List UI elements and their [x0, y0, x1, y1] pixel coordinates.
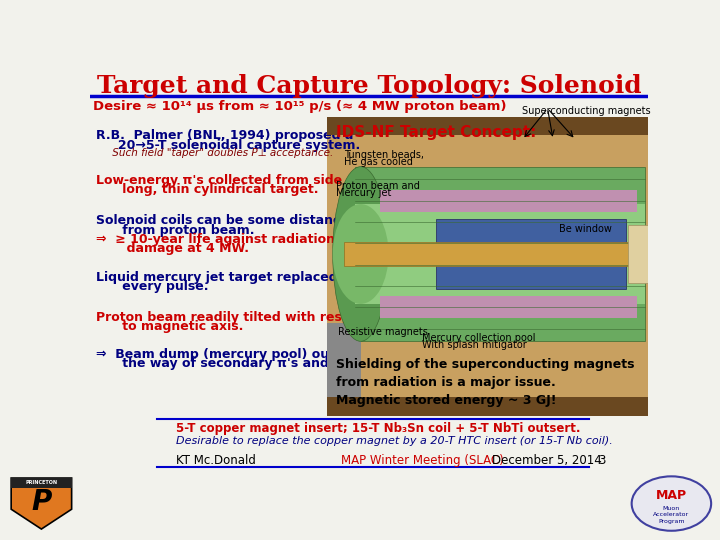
- Bar: [12, 478, 72, 488]
- FancyBboxPatch shape: [629, 225, 651, 283]
- Text: KT Mc.Donald: KT Mc.Donald: [176, 454, 256, 467]
- Ellipse shape: [333, 167, 389, 341]
- FancyBboxPatch shape: [344, 241, 645, 266]
- Text: ⇒  Beam dump (mercury pool) out of: ⇒ Beam dump (mercury pool) out of: [96, 348, 353, 361]
- Text: Such field "taper" doubles P⊥ acceptance.: Such field "taper" doubles P⊥ acceptance…: [96, 148, 333, 158]
- Text: Low-energy π's collected from side of: Low-energy π's collected from side of: [96, 174, 360, 187]
- Text: With splash mitigator: With splash mitigator: [422, 340, 527, 350]
- Bar: [327, 117, 651, 136]
- Circle shape: [631, 476, 711, 531]
- Text: MAP: MAP: [656, 489, 687, 502]
- FancyBboxPatch shape: [380, 295, 637, 319]
- Text: Mercury collection pool: Mercury collection pool: [422, 333, 536, 343]
- Ellipse shape: [333, 204, 389, 304]
- Text: every pulse.: every pulse.: [96, 280, 208, 293]
- Text: Be window: Be window: [559, 224, 612, 234]
- FancyBboxPatch shape: [436, 219, 626, 289]
- Text: the way of secondary π's and μ's.: the way of secondary π's and μ's.: [96, 357, 358, 370]
- Text: P: P: [31, 488, 52, 516]
- Text: IDS-NF Target Concept:: IDS-NF Target Concept:: [336, 125, 536, 140]
- Text: Superconducting magnets: Superconducting magnets: [523, 106, 651, 117]
- Text: Desire ≈ 10¹⁴ μs from ≈ 10¹⁵ p/s (≈ 4 MW proton beam): Desire ≈ 10¹⁴ μs from ≈ 10¹⁵ p/s (≈ 4 MW…: [93, 100, 506, 113]
- Text: December 5, 2014: December 5, 2014: [492, 454, 601, 467]
- Text: 3: 3: [598, 454, 605, 467]
- Text: R.B.  Palmer (BNL, 1994) proposed a: R.B. Palmer (BNL, 1994) proposed a: [96, 129, 353, 142]
- Text: He gas cooled: He gas cooled: [344, 157, 413, 167]
- Text: MAP Winter Meeting (SLAC): MAP Winter Meeting (SLAC): [341, 454, 504, 467]
- Text: Muon: Muon: [663, 505, 680, 511]
- Text: to magnetic axis.: to magnetic axis.: [96, 320, 243, 333]
- Text: from proton beam.: from proton beam.: [96, 224, 254, 237]
- FancyBboxPatch shape: [355, 167, 645, 341]
- Text: Solenoid coils can be some distance: Solenoid coils can be some distance: [96, 214, 348, 227]
- Bar: [327, 117, 651, 416]
- Text: Liquid mercury jet target replaced: Liquid mercury jet target replaced: [96, 271, 337, 284]
- Polygon shape: [12, 478, 72, 529]
- Text: PRINCETON: PRINCETON: [25, 480, 58, 485]
- Text: 20→5-T solenoidal capture system.: 20→5-T solenoidal capture system.: [96, 139, 360, 152]
- Text: 5-T copper magnet insert; 15-T Nb₃Sn coil + 5-T NbTi outsert.: 5-T copper magnet insert; 15-T Nb₃Sn coi…: [176, 422, 581, 435]
- Text: Program: Program: [658, 519, 685, 524]
- Text: Tungsten beads,: Tungsten beads,: [344, 150, 424, 160]
- FancyBboxPatch shape: [327, 322, 361, 397]
- Text: long, thin cylindrical target.: long, thin cylindrical target.: [96, 183, 318, 196]
- Text: Proton beam and: Proton beam and: [336, 181, 419, 191]
- Text: Mercury jet: Mercury jet: [336, 188, 391, 198]
- FancyBboxPatch shape: [380, 190, 637, 212]
- Text: Accelerator: Accelerator: [653, 512, 690, 517]
- Bar: [327, 397, 651, 416]
- Text: Target and Capture Topology: Solenoid: Target and Capture Topology: Solenoid: [96, 74, 642, 98]
- FancyBboxPatch shape: [355, 204, 645, 304]
- Text: Resistive magnets: Resistive magnets: [338, 327, 428, 337]
- Text: ⇒  ≥ 10-year life against radiation: ⇒ ≥ 10-year life against radiation: [96, 233, 335, 246]
- Text: Shielding of the superconducting magnets
from radiation is a major issue.
Magnet: Shielding of the superconducting magnets…: [336, 358, 634, 407]
- Text: Desirable to replace the copper magnet by a 20-T HTC insert (or 15-T Nb coil).: Desirable to replace the copper magnet b…: [176, 436, 613, 446]
- Text: damage at 4 MW.: damage at 4 MW.: [96, 242, 248, 255]
- Text: Proton beam readily tilted with respect: Proton beam readily tilted with respect: [96, 311, 372, 324]
